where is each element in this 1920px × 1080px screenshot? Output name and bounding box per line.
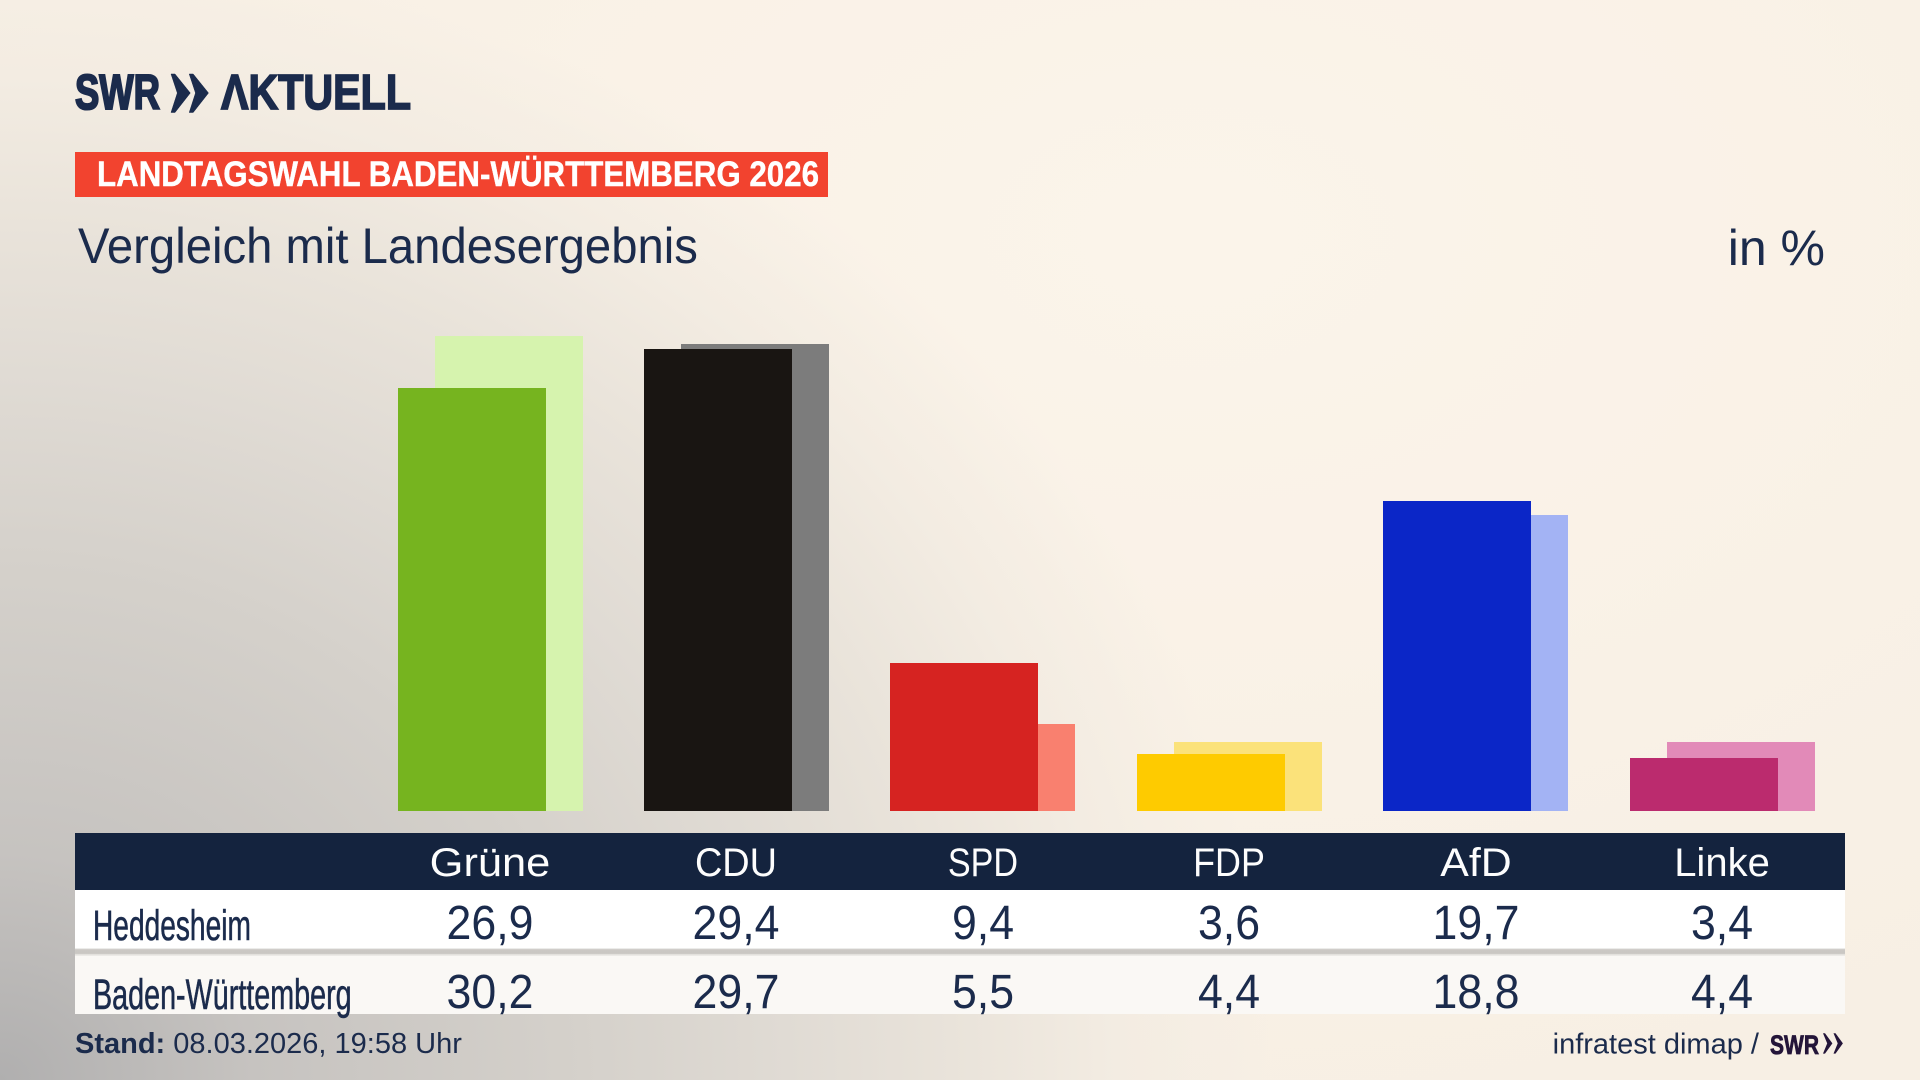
svg-text:SWR: SWR [1770,1030,1819,1058]
svg-text:ΛKTUELL: ΛKTUELL [221,72,411,116]
svg-text:SWR: SWR [75,72,160,116]
